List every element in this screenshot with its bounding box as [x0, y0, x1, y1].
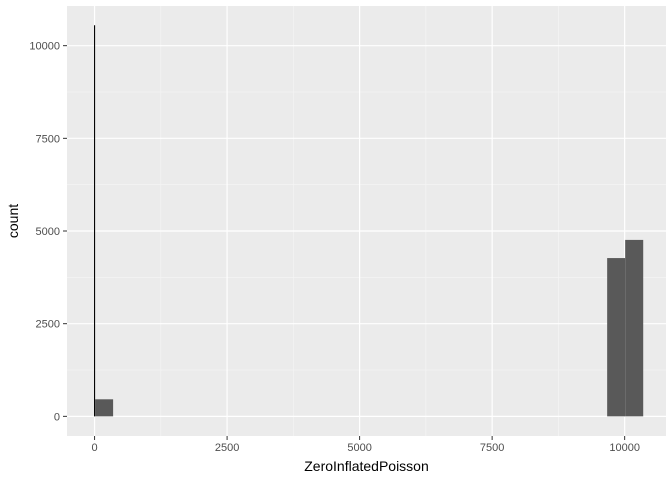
- y-tick-label: 7500: [36, 133, 60, 145]
- x-axis-title: ZeroInflatedPoisson: [304, 458, 429, 474]
- y-tick-label: 5000: [36, 226, 60, 238]
- histogram-bars: [94, 25, 644, 417]
- y-axis-ticks: 0 2500 5000 7500 10000: [29, 41, 67, 423]
- histogram-bar-2: [607, 258, 626, 417]
- y-axis-title: count: [5, 204, 21, 238]
- minor-gridlines: [67, 6, 666, 436]
- x-axis-ticks: 0 2500 5000 7500 10000: [92, 436, 640, 454]
- y-tick-label: 10000: [29, 41, 60, 53]
- x-tick-label: 10000: [609, 442, 640, 454]
- x-tick-label: 5000: [347, 442, 371, 454]
- y-tick-label: 2500: [36, 319, 60, 331]
- x-tick-label: 7500: [480, 442, 504, 454]
- histogram-bar-1: [95, 399, 114, 417]
- histogram-bar-3: [625, 239, 644, 417]
- x-tick-label: 2500: [215, 442, 239, 454]
- x-tick-label: 0: [92, 442, 98, 454]
- plot-panel: [67, 6, 666, 436]
- y-tick-label: 0: [54, 411, 60, 423]
